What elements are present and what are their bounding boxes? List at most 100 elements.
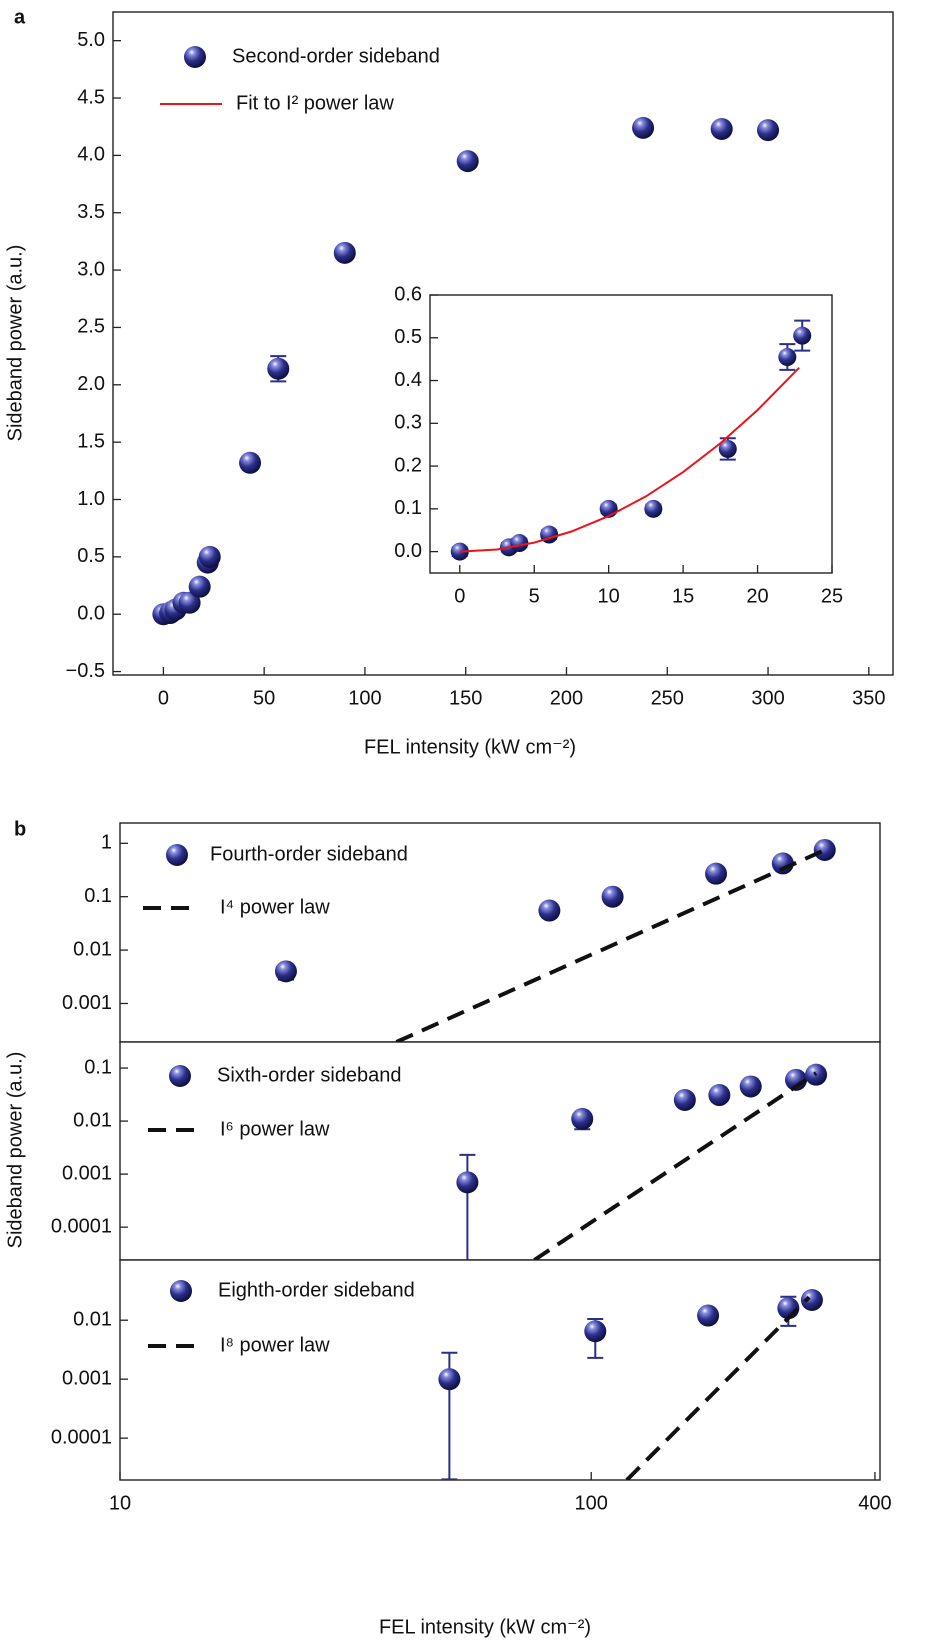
x-tick-label: 100 — [575, 1492, 608, 1514]
data-point — [778, 348, 797, 367]
plot-area — [274, 838, 836, 1042]
fit-line — [533, 1071, 818, 1260]
x-tick-label: 100 — [348, 687, 381, 709]
x-tick-label: 10 — [109, 1492, 131, 1514]
legend-marker — [170, 1280, 192, 1302]
y-tick-label: 4.0 — [77, 144, 105, 166]
x-tick-label: 350 — [852, 687, 885, 709]
fit-line — [395, 848, 826, 1042]
legend-label: Fourth-order sideband — [210, 843, 408, 865]
y-tick-label: 1 — [101, 832, 112, 854]
x-axis-label: FEL intensity (kW cm⁻²) — [364, 736, 576, 758]
x-tick-label: 10 — [598, 585, 620, 607]
data-point — [584, 1320, 607, 1343]
data-point — [705, 862, 728, 885]
data-point — [771, 852, 794, 875]
y-tick-label: 0.001 — [62, 1367, 112, 1389]
y-tick-label: 1.0 — [77, 488, 105, 510]
x-tick-label: 400 — [858, 1492, 891, 1514]
x-axis-label: FEL intensity (kW cm⁻²) — [379, 1616, 591, 1638]
data-point — [601, 885, 624, 908]
legend-label: I⁶ power law — [220, 1118, 330, 1140]
data-point — [188, 575, 211, 598]
x-tick-label: 200 — [550, 687, 583, 709]
y-tick-label: 0.3 — [394, 412, 422, 434]
data-point — [710, 118, 733, 140]
x-tick-label: 250 — [651, 687, 684, 709]
plot-area — [450, 319, 812, 561]
y-tick-label: 0.0 — [394, 540, 422, 562]
data-point — [571, 1107, 594, 1130]
data-point — [718, 439, 737, 458]
legend-label: Eighth-order sideband — [218, 1279, 415, 1301]
legend-label: Fit to I² power law — [236, 92, 394, 114]
y-tick-label: 0.6 — [394, 283, 422, 305]
legend-marker — [166, 844, 188, 866]
data-point — [697, 1304, 720, 1327]
y-tick-label: 2.5 — [77, 316, 105, 338]
data-point — [757, 119, 780, 142]
x-tick-label: 50 — [253, 687, 275, 709]
y-tick-label: 0.0001 — [51, 1426, 112, 1448]
data-point — [708, 1084, 731, 1107]
y-tick-label: 5.0 — [77, 29, 105, 51]
fit-line — [459, 366, 800, 553]
y-tick-label: 0.0001 — [51, 1215, 112, 1237]
legend-label: I⁸ power law — [220, 1334, 330, 1356]
x-tick-label: 0 — [454, 585, 465, 607]
legend-label: Second-order sideband — [232, 45, 440, 67]
y-tick-label: 3.5 — [77, 201, 105, 223]
y-tick-label: 0.01 — [73, 1109, 112, 1131]
plot-frame — [119, 822, 881, 1043]
y-tick-label: −0.5 — [66, 660, 105, 682]
x-tick-label: 25 — [821, 585, 843, 607]
y-tick-label: 0.1 — [394, 497, 422, 519]
y-tick-label: 0.001 — [62, 992, 112, 1014]
y-tick-label: 0.001 — [62, 1162, 112, 1184]
y-tick-label: 1.5 — [77, 430, 105, 452]
plot-area — [438, 1289, 823, 1480]
y-axis-label: Sideband power (a.u.) — [4, 1052, 26, 1249]
data-point — [793, 326, 812, 345]
x-tick-label: 150 — [449, 687, 482, 709]
data-point — [239, 451, 262, 474]
data-point — [198, 545, 221, 568]
data-point — [333, 241, 356, 264]
data-point — [632, 116, 655, 139]
panel-label: a — [14, 6, 26, 28]
data-point — [456, 1171, 479, 1194]
data-point — [510, 534, 529, 553]
data-point — [538, 899, 561, 922]
panel-label: b — [14, 818, 26, 840]
y-tick-label: 3.0 — [77, 258, 105, 280]
plot-frame — [429, 294, 833, 574]
legend-label: I⁴ power law — [220, 896, 330, 918]
y-tick-label: 0.2 — [394, 454, 422, 476]
y-tick-label: 0.0 — [77, 602, 105, 624]
x-tick-label: 300 — [751, 687, 784, 709]
x-tick-label: 0 — [158, 687, 169, 709]
data-point — [785, 1068, 808, 1091]
y-tick-label: 0.1 — [84, 885, 112, 907]
y-tick-label: 0.5 — [394, 326, 422, 348]
data-point — [644, 499, 663, 518]
data-point — [274, 960, 297, 983]
plot-frame — [119, 1259, 881, 1481]
y-tick-label: 2.0 — [77, 373, 105, 395]
y-tick-label: 0.01 — [73, 1308, 112, 1330]
data-point — [267, 357, 290, 380]
data-point — [673, 1088, 696, 1111]
legend-marker — [169, 1065, 191, 1087]
y-tick-label: 0.4 — [394, 369, 422, 391]
x-tick-label: 20 — [746, 585, 768, 607]
fit-line — [625, 1295, 811, 1480]
y-tick-label: 0.5 — [77, 545, 105, 567]
data-point — [739, 1075, 762, 1098]
y-tick-label: 0.1 — [84, 1056, 112, 1078]
data-point — [178, 591, 201, 614]
data-point — [450, 542, 469, 561]
plot-area — [456, 1063, 828, 1260]
legend-label: Sixth-order sideband — [217, 1064, 402, 1086]
